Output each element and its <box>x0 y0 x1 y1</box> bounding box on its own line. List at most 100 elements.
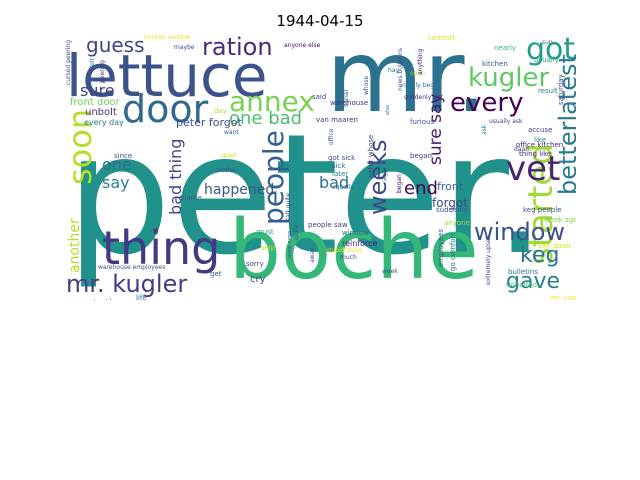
cloud-word: social <box>343 89 350 107</box>
cloud-word: every <box>450 88 524 118</box>
cloud-word: thing like <box>519 150 552 158</box>
cloud-word: front <box>437 180 464 193</box>
cloud-word: front door <box>70 97 120 108</box>
cloud-word: people saw <box>308 221 348 229</box>
cloud-word: end <box>404 178 438 199</box>
cloud-word: kitchen <box>482 60 508 68</box>
cloud-word: away <box>309 247 316 263</box>
cloud-word: sure <box>80 81 115 100</box>
word-cloud: peter. mr. boche lettuce thing door annex ratio… <box>64 35 576 300</box>
cloud-word: must <box>256 228 274 236</box>
cloud-word: bad <box>319 173 350 192</box>
cloud-word: said <box>312 93 327 101</box>
cloud-word: peter. <box>66 99 547 292</box>
cloud-word: bad thing <box>166 138 185 215</box>
cloud-word: peter forgot <box>176 116 242 129</box>
cloud-word: sick <box>332 162 346 170</box>
cloud-word: door <box>122 87 209 131</box>
cloud-word: mr. kugler <box>66 270 188 298</box>
cloud-word: quite <box>293 224 300 240</box>
cloud-word: nearly began <box>402 82 442 89</box>
cloud-word: another <box>67 218 83 273</box>
cloud-word: gave <box>506 269 561 294</box>
cloud-word: blame <box>180 194 202 202</box>
cloud-word: window <box>474 218 566 246</box>
cloud-word: van daan <box>538 242 571 250</box>
cloud-word: go comfort <box>449 232 457 271</box>
cloud-word: van maaren <box>316 116 358 124</box>
cloud-word: suddenly <box>436 206 468 214</box>
cloud-word: lettuce <box>66 42 268 110</box>
cloud-word: week ago <box>544 216 576 224</box>
cloud-word: say <box>102 173 130 192</box>
cloud-word: unbolt <box>85 107 117 118</box>
cloud-word: boche <box>229 203 479 298</box>
cloud-word: mr. <box>326 35 488 135</box>
cloud-word: keg people <box>523 206 562 214</box>
cloud-word: one bad <box>229 108 303 129</box>
cloud-word: later <box>332 170 349 178</box>
cloud-word: comfort <box>428 35 456 42</box>
cloud-word: got sick <box>328 154 356 162</box>
cloud-word: ask <box>481 124 488 135</box>
cloud-word: warehouse <box>330 99 369 107</box>
cloud-word: like <box>534 136 547 144</box>
cloud-word: equally <box>332 184 354 191</box>
cloud-word: thing <box>102 221 221 275</box>
cloud-word: mother <box>216 167 238 174</box>
cloud-word: suddenly got <box>404 94 443 101</box>
cloud-word: accuse <box>528 126 553 134</box>
cloud-word: began <box>396 174 403 193</box>
cloud-word: latest news <box>287 230 293 259</box>
cloud-word: sorry <box>246 260 264 268</box>
cloud-word: got <box>526 35 576 67</box>
cloud-word: began <box>410 152 432 160</box>
cloud-word: day <box>214 107 227 115</box>
cloud-word: furious <box>410 118 435 126</box>
cloud-word: felt <box>89 58 96 68</box>
cloud-word: warehouse employees <box>98 264 166 271</box>
cloud-word: stupid thing <box>326 247 362 254</box>
cloud-word: help <box>260 244 276 252</box>
cloud-word: upset <box>220 152 237 159</box>
cloud-word: reinforce <box>342 239 378 248</box>
cloud-word: anyone else <box>284 42 321 49</box>
cloud-word: much <box>340 254 357 261</box>
cloud-word: vet <box>506 149 561 189</box>
cloud-word: ration <box>202 35 273 61</box>
cloud-word: usually <box>534 56 559 64</box>
cloud-word: kugler <box>468 63 550 93</box>
cloud-word: peering <box>99 60 106 83</box>
cloud-word: open <box>410 70 425 77</box>
cloud-word: anything <box>417 48 424 75</box>
cloud-word: every day <box>84 118 124 127</box>
cloud-word: cursed peering <box>65 39 72 85</box>
cloud-word: whose <box>363 75 370 95</box>
cloud-word: bulletins <box>508 268 538 276</box>
cloud-word: usually ask <box>489 118 523 125</box>
cloud-word: stupid <box>90 299 112 301</box>
cloud-word: people <box>257 130 290 225</box>
cloud-word: peter whose <box>367 134 375 178</box>
cloud-word: anyone <box>444 219 470 227</box>
cloud-word: sun <box>542 39 553 46</box>
cloud-word: happened <box>204 182 275 198</box>
cloud-word: office <box>328 128 335 145</box>
cloud-word: employees <box>437 228 445 267</box>
cloud-word: forgot <box>432 196 468 210</box>
cloud-word: result <box>538 87 558 95</box>
cloud-word: maybe <box>174 44 195 51</box>
cloud-word: nearly <box>494 44 516 52</box>
cloud-word: unbolted <box>506 281 538 289</box>
cloud-word: window <box>342 229 369 237</box>
figure-title: 1944-04-15 <box>276 12 364 30</box>
cloud-word: daan <box>514 146 529 153</box>
cloud-word: extremely upset <box>485 236 492 285</box>
cloud-word: get <box>210 270 222 278</box>
cloud-word: annex <box>229 85 315 118</box>
cloud-word: want <box>224 129 239 136</box>
cloud-word: week <box>382 268 398 275</box>
cloud-word: kitchen window <box>144 35 191 41</box>
cloud-word: life <box>136 294 147 301</box>
cloud-word: saturday <box>557 74 565 105</box>
